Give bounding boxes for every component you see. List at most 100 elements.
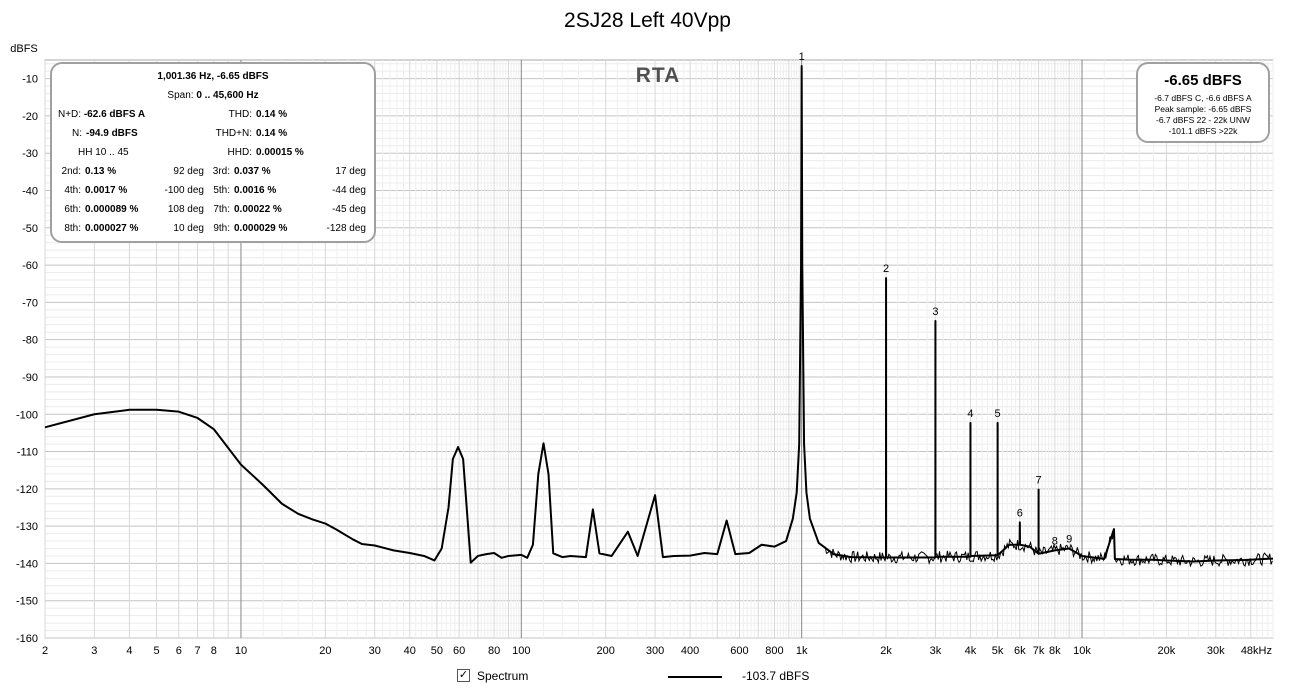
x-tick-label: 800	[765, 645, 783, 657]
thd-value: 0.14 %	[256, 109, 288, 120]
hhd-label: HHD:	[227, 147, 252, 158]
harmonic-5-value: 0.0016 %	[234, 185, 277, 196]
harmonic-6-value: 0.000089 %	[85, 204, 139, 215]
y-tick-label: -140	[16, 558, 38, 570]
x-tick-label: 20	[319, 645, 331, 657]
y-tick-label: -90	[22, 372, 38, 384]
harmonic-8-value: 0.000027 %	[85, 223, 139, 234]
y-tick-label: -80	[22, 335, 38, 347]
level-line-4: -101.1 dBFS >22k	[1168, 126, 1238, 136]
nd-readout: N+D: -62.6 dBFS A	[58, 109, 146, 120]
y-tick-label: -20	[22, 111, 38, 123]
harmonic-7-label: 7th:	[213, 204, 230, 215]
x-tick-label: 300	[646, 645, 664, 657]
x-tick-labels: 2 3 4 5 6 7 8 10 20 30 40 50 60 80 100 200 300 400 600 800 1…	[42, 645, 1272, 657]
harmonic-3-label: 3rd:	[212, 166, 230, 177]
harmonic-3-value: 0.037 %	[234, 166, 271, 177]
y-tick-label: -100	[16, 409, 38, 421]
harmonic-markers: 1 2 3 4 5 6 7 8 9	[799, 51, 1073, 547]
x-tick-label: 600	[730, 645, 748, 657]
x-tick-label: 20k	[1158, 645, 1176, 657]
x-tick-label: 48kHz	[1241, 645, 1272, 657]
y-tick-label: -50	[22, 223, 38, 235]
x-tick-label: 2k	[880, 645, 892, 657]
x-tick-label: 7	[194, 645, 200, 657]
harmonic-4-phase: -100 deg	[164, 185, 204, 196]
harmonic-marker-5: 5	[995, 408, 1001, 420]
hh-range: HH 10 .. 45	[78, 147, 129, 158]
x-tick-label: 400	[681, 645, 699, 657]
spectrum-line	[44, 64, 1274, 564]
harmonic-4-label: 4th:	[64, 185, 81, 196]
harmonic-3-phase: 17 deg	[335, 166, 366, 177]
n-value: -94.9 dBFS	[86, 128, 138, 139]
y-tick-label: -120	[16, 484, 38, 496]
x-tick-label: 8	[211, 645, 217, 657]
harmonic-marker-2: 2	[883, 263, 889, 275]
x-tick-label: 2	[42, 645, 48, 657]
harmonic-9-phase: -128 deg	[326, 223, 366, 234]
x-tick-label: 50	[431, 645, 443, 657]
x-tick-label: 8k	[1049, 645, 1061, 657]
y-tick-label: -10	[22, 74, 38, 86]
harmonic-8-phase: 10 deg	[173, 223, 204, 234]
y-tick-label: -60	[22, 260, 38, 272]
y-axis-label: dBFS	[10, 43, 38, 55]
x-tick-label: 1k	[796, 645, 808, 657]
harmonic-marker-6: 6	[1017, 507, 1023, 519]
harmonic-7-value: 0.00022 %	[234, 204, 282, 215]
y-tick-labels: -10 -20 -30 -40 -50 -60 -70 -80 -90 -100 -110 -120 -…	[16, 74, 38, 645]
level-line-1: -6.7 dBFS C, -6.6 dBFS A	[1154, 93, 1252, 103]
stats-panel: 1,001.36 Hz, -6.65 dBFS Span: 0 .. 45,60…	[50, 62, 376, 243]
harmonic-8-label: 8th:	[64, 223, 81, 234]
y-tick-label: -160	[16, 633, 38, 645]
harmonic-2-value: 0.13 %	[85, 166, 117, 177]
span-readout: Span: 0 .. 45,600 Hz	[167, 90, 259, 101]
harmonic-marker-1: 1	[799, 51, 805, 63]
harmonic-2-label: 2nd:	[61, 166, 81, 177]
level-main: -6.65 dBFS	[1164, 72, 1242, 89]
thd-label: THD:	[228, 109, 252, 120]
harmonic-marker-9: 9	[1066, 534, 1072, 546]
legend: ✓ Spectrum -103.7 dBFS	[0, 668, 1295, 686]
harmonic-marker-4: 4	[967, 408, 973, 420]
thdn-value: 0.14 %	[256, 128, 288, 139]
level-line-2: Peak sample: -6.65 dBFS	[1154, 104, 1252, 114]
fundamental-readout: 1,001.36 Hz, -6.65 dBFS	[157, 71, 269, 82]
x-tick-label: 4k	[965, 645, 977, 657]
x-tick-label: 30k	[1207, 645, 1225, 657]
y-tick-label: -130	[16, 521, 38, 533]
harmonic-marker-3: 3	[932, 306, 938, 318]
spectrum-legend-label: Spectrum	[477, 669, 529, 683]
thdn-label: THD+N:	[215, 128, 252, 139]
x-tick-label: 200	[597, 645, 615, 657]
x-tick-label: 60	[453, 645, 465, 657]
harmonic-marker-7: 7	[1036, 475, 1042, 487]
y-tick-label: -30	[22, 148, 38, 160]
harmonic-9-value: 0.000029 %	[234, 223, 288, 234]
legend-line-swatch	[668, 676, 722, 678]
y-tick-label: -110	[17, 447, 38, 459]
harmonic-5-label: 5th:	[213, 185, 230, 196]
harmonic-7-phase: -45 deg	[332, 204, 366, 215]
rta-watermark: RTA	[635, 64, 681, 87]
spectrum-checkbox[interactable]: ✓	[457, 669, 470, 682]
harmonic-5-phase: -44 deg	[332, 185, 366, 196]
level-panel: -6.65 dBFS -6.7 dBFS C, -6.6 dBFS A Peak…	[1136, 62, 1270, 143]
noise-floor	[823, 533, 1273, 568]
x-tick-label: 5k	[992, 645, 1004, 657]
x-tick-label: 6	[176, 645, 182, 657]
harmonic-9-label: 9th:	[213, 223, 230, 234]
harmonic-4-value: 0.0017 %	[85, 185, 128, 196]
level-line-3: -6.7 dBFS 22 - 22k UNW	[1155, 115, 1250, 125]
x-tick-label: 80	[488, 645, 500, 657]
x-tick-label: 10k	[1073, 645, 1091, 657]
x-tick-label: 5	[154, 645, 160, 657]
x-tick-label: 4	[126, 645, 132, 657]
legend-level-value: -103.7 dBFS	[742, 669, 810, 683]
harmonic-6-phase: 108 deg	[167, 204, 204, 215]
n-label: N:	[72, 128, 82, 139]
y-tick-label: -150	[16, 596, 38, 608]
y-tick-label: -70	[22, 297, 38, 309]
hhd-value: 0.00015 %	[256, 147, 304, 158]
